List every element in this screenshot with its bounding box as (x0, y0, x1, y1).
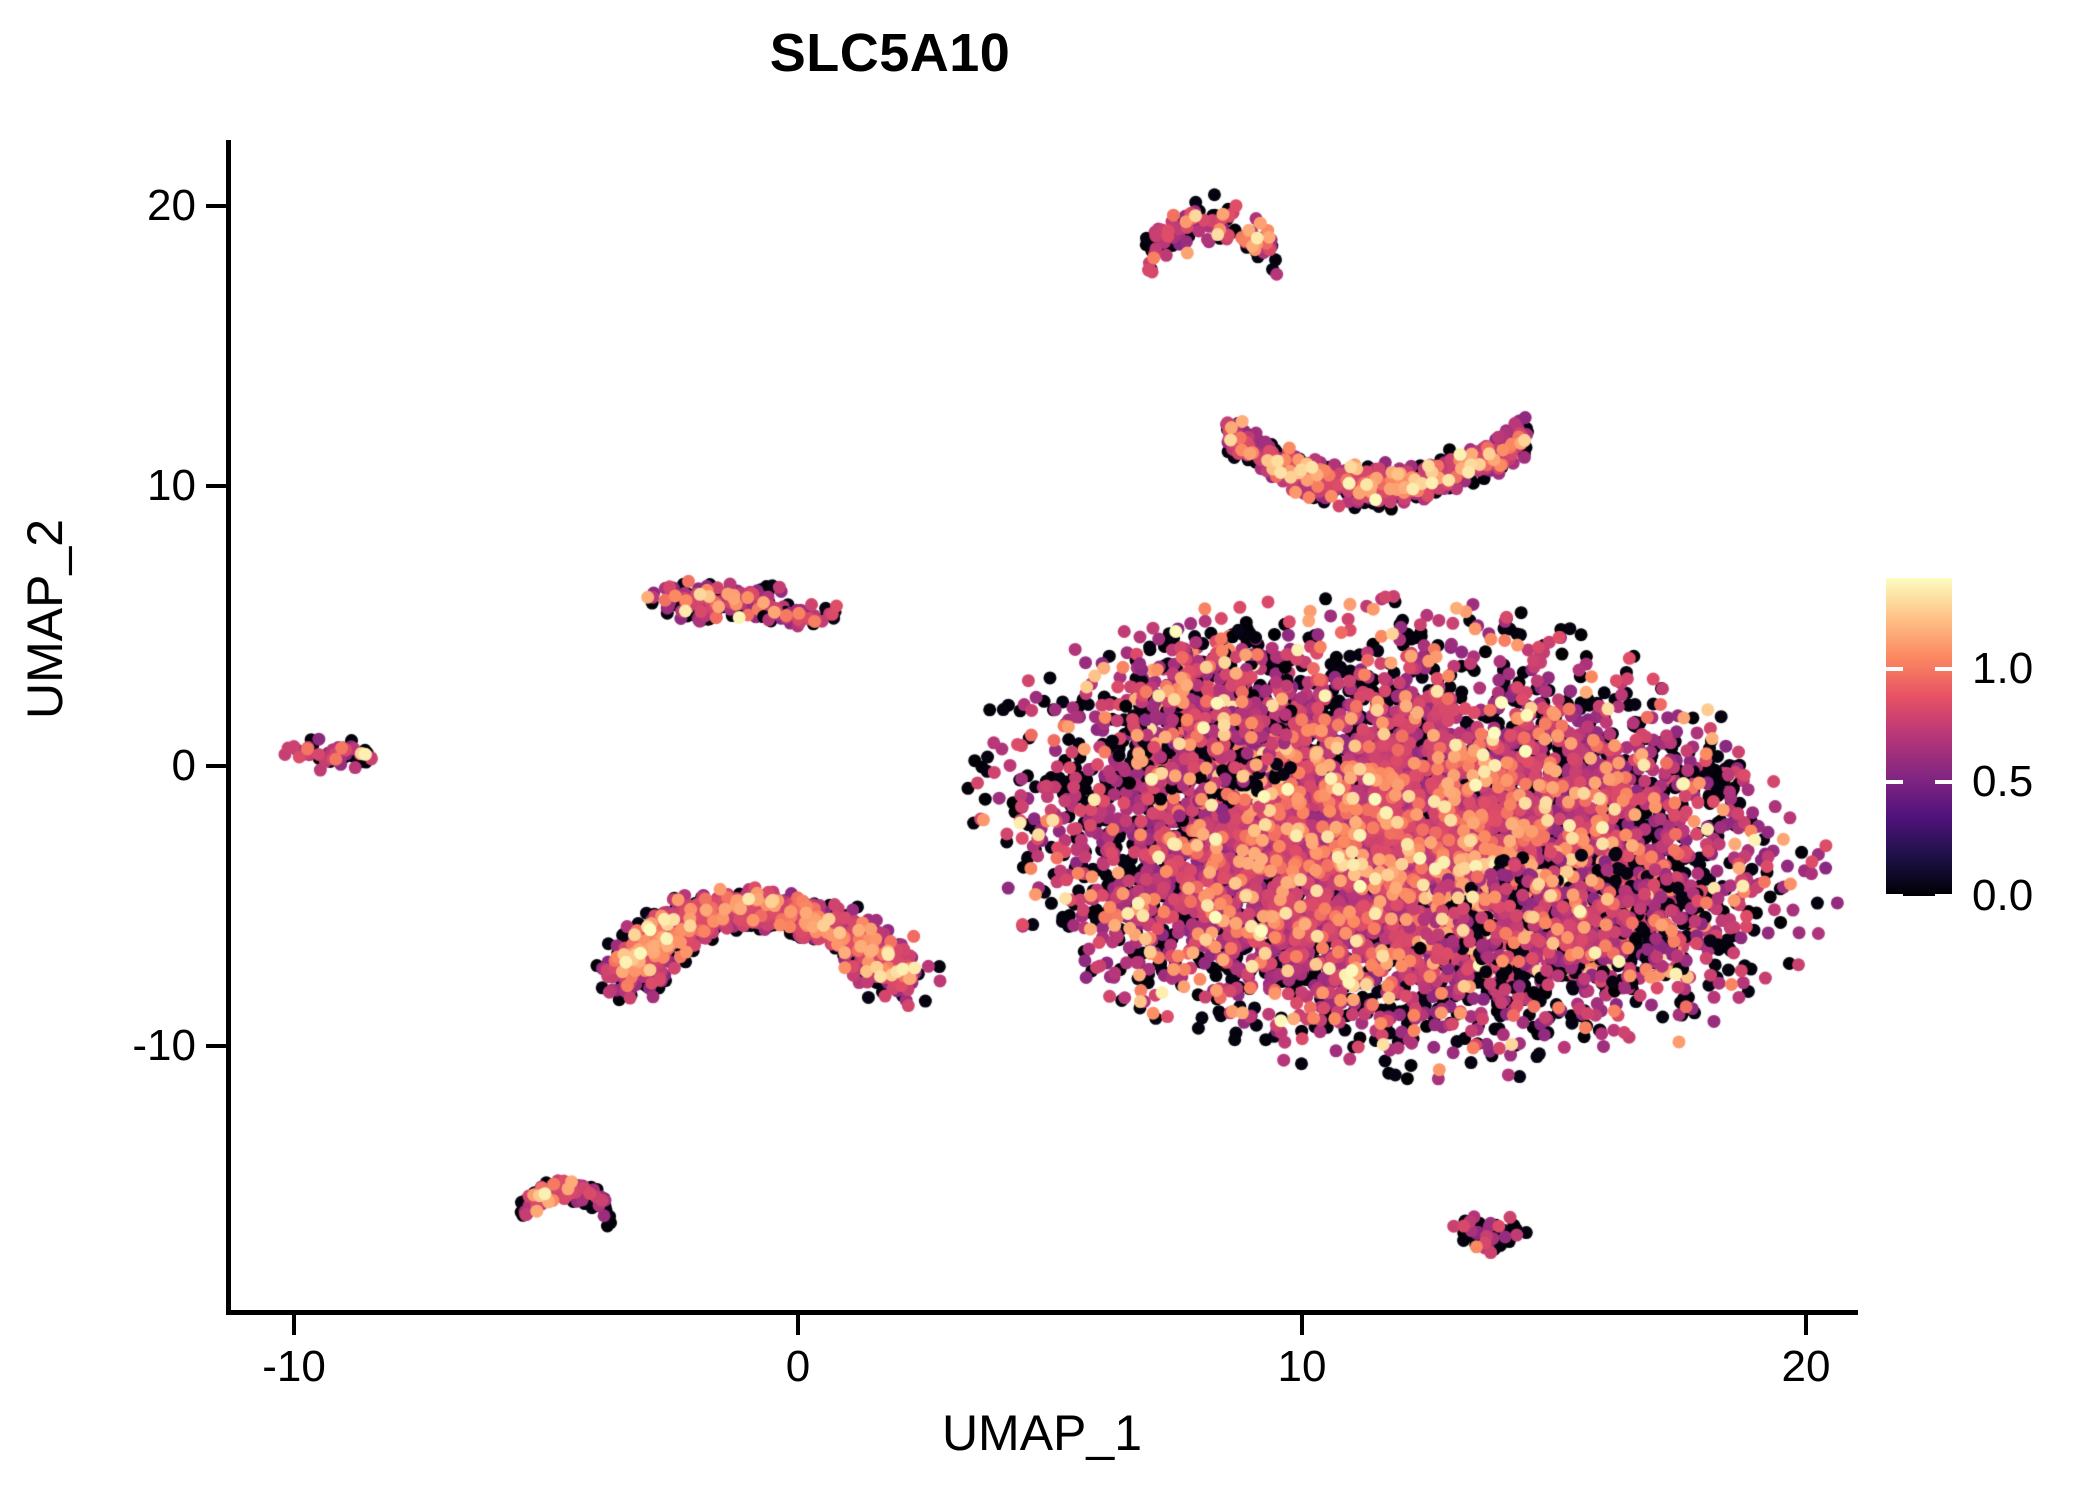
colorbar-tick-label: 0.5 (1972, 757, 2034, 807)
x-tick-label: -10 (262, 1342, 326, 1391)
colorbar-tick-label: 0.0 (1972, 871, 2034, 920)
x-tick-mark (796, 1315, 800, 1335)
y-tick-mark (206, 204, 226, 208)
x-tick-mark (1300, 1315, 1304, 1335)
scatter-points-layer (228, 140, 1856, 1313)
y-tick-mark (206, 764, 226, 768)
x-tick-mark (292, 1315, 296, 1335)
x-axis-title: UMAP_1 (941, 1405, 1143, 1461)
x-axis-line (226, 1310, 1858, 1315)
y-tick-label: 0 (171, 741, 196, 790)
y-tick-label: 10 (147, 461, 196, 510)
page-title: SLC5A10 (769, 23, 1011, 83)
y-tick-mark (206, 1044, 226, 1048)
y-axis-title-wrapper: UMAP_2 (0, 519, 405, 719)
y-tick-label: -10 (132, 1021, 196, 1070)
plot-panel (228, 140, 1856, 1313)
x-tick-label: 20 (1781, 1342, 1831, 1391)
y-axis-line (226, 140, 231, 1315)
colorbar-tick-label: 1.0 (1972, 643, 2034, 693)
colorbar-gradient (1886, 578, 1952, 896)
x-tick-mark (1804, 1315, 1808, 1335)
y-axis-title: UMAP_2 (16, 518, 73, 720)
x-tick-label: 10 (1277, 1342, 1327, 1391)
x-tick-label: 0 (785, 1342, 811, 1391)
y-tick-label: 20 (147, 181, 196, 230)
y-tick-mark (206, 484, 226, 488)
